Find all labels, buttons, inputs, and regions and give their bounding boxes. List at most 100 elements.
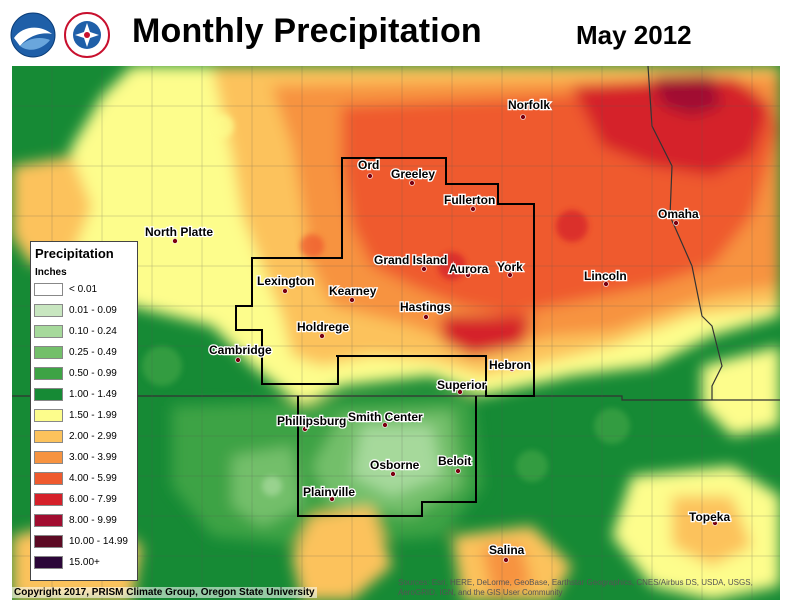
noaa-logo xyxy=(10,12,56,58)
legend-item: 1.00 - 1.49 xyxy=(34,387,136,404)
legend-swatch xyxy=(34,304,63,317)
legend-item: 4.00 - 5.99 xyxy=(34,471,136,488)
legend-swatch xyxy=(34,346,63,359)
legend-label: 1.00 - 1.49 xyxy=(69,389,117,400)
legend-item: 8.00 - 9.99 xyxy=(34,513,136,530)
city-york: York xyxy=(496,259,524,278)
svg-text:Norfolk: Norfolk xyxy=(508,98,550,112)
city-kearney: Kearney xyxy=(328,283,378,303)
legend: Precipitation Inches < 0.01 0.01 - 0.09 0.… xyxy=(30,241,138,581)
legend-item: 10.00 - 14.99 xyxy=(34,534,136,551)
legend-swatch xyxy=(34,514,63,527)
svg-text:Grand Island: Grand Island xyxy=(374,253,447,267)
map-title: Monthly Precipitation xyxy=(132,12,482,50)
legend-item: 3.00 - 3.99 xyxy=(34,450,136,467)
legend-swatch xyxy=(34,430,63,443)
svg-text:Aurora: Aurora xyxy=(449,262,489,276)
legend-swatch xyxy=(34,367,63,380)
city-hastings: Hastings xyxy=(399,299,452,320)
legend-swatch xyxy=(34,556,63,569)
city-ord: Ord xyxy=(357,157,381,179)
sources-attribution: Sources: Esri, HERE, DeLorme, GeoBase, E… xyxy=(398,578,753,597)
legend-item: < 0.01 xyxy=(34,282,136,299)
city-osborne: Osborne xyxy=(369,457,421,477)
svg-text:Lexington: Lexington xyxy=(257,274,314,288)
legend-label: 2.00 - 2.99 xyxy=(69,431,117,442)
legend-label: 15.00+ xyxy=(69,557,100,568)
city-cambridge: Cambridge xyxy=(208,342,273,363)
svg-text:Phillipsburg: Phillipsburg xyxy=(277,414,346,428)
header: Monthly Precipitation May 2012 xyxy=(0,0,792,66)
legend-label: 8.00 - 9.99 xyxy=(69,515,117,526)
legend-swatch xyxy=(34,325,63,338)
legend-swatch xyxy=(34,283,63,296)
svg-text:Topeka: Topeka xyxy=(689,510,730,524)
legend-label: 0.25 - 0.49 xyxy=(69,347,117,358)
city-lexington: Lexington xyxy=(256,273,316,294)
legend-swatch xyxy=(34,493,63,506)
city-north-platte: North Platte xyxy=(144,224,215,244)
city-superior: Superior xyxy=(436,377,488,395)
svg-text:Plainville: Plainville xyxy=(303,485,355,499)
svg-text:Cambridge: Cambridge xyxy=(209,343,272,357)
svg-text:York: York xyxy=(497,260,523,274)
precipitation-map: Norfolk Ord Greeley Fullerton North Plat… xyxy=(12,66,780,600)
national-weather-service-logo xyxy=(64,12,110,58)
city-grand-island: Grand Island xyxy=(373,252,449,272)
svg-text:Omaha: Omaha xyxy=(658,207,699,221)
map-period: May 2012 xyxy=(576,20,692,50)
city-greeley: Greeley xyxy=(390,166,437,186)
legend-label: 6.00 - 7.99 xyxy=(69,494,117,505)
city-topeka: Topeka xyxy=(688,509,732,526)
legend-swatch xyxy=(34,388,63,401)
legend-item: 1.50 - 1.99 xyxy=(34,408,136,425)
legend-item: 0.25 - 0.49 xyxy=(34,345,136,362)
city-aurora: Aurora xyxy=(448,261,490,278)
city-plainville: Plainville xyxy=(302,484,357,502)
legend-label: 1.50 - 1.99 xyxy=(69,410,117,421)
svg-text:Lincoln: Lincoln xyxy=(584,269,627,283)
legend-title: Precipitation xyxy=(35,246,114,261)
legend-label: 0.50 - 0.99 xyxy=(69,368,117,379)
legend-item: 6.00 - 7.99 xyxy=(34,492,136,509)
svg-text:Greeley: Greeley xyxy=(391,167,435,181)
city-beloit: Beloit xyxy=(437,453,473,474)
legend-label: 10.00 - 14.99 xyxy=(69,536,128,547)
svg-text:North Platte: North Platte xyxy=(145,225,213,239)
svg-text:Osborne: Osborne xyxy=(370,458,420,472)
svg-text:Beloit: Beloit xyxy=(438,454,471,468)
city-fullerton: Fullerton xyxy=(443,192,497,212)
legend-label: 4.00 - 5.99 xyxy=(69,473,117,484)
svg-text:Hebron: Hebron xyxy=(489,358,531,372)
legend-item: 0.50 - 0.99 xyxy=(34,366,136,383)
svg-text:Holdrege: Holdrege xyxy=(297,320,349,334)
city-lincoln: Lincoln xyxy=(583,268,628,287)
svg-text:Smith Center: Smith Center xyxy=(348,410,423,424)
legend-label: 0.10 - 0.24 xyxy=(69,326,117,337)
legend-swatch xyxy=(34,409,63,422)
highlighted-region-boundaries xyxy=(235,157,535,517)
city-holdrege: Holdrege xyxy=(296,319,351,339)
svg-text:Kearney: Kearney xyxy=(329,284,377,298)
svg-text:Fullerton: Fullerton xyxy=(444,193,495,207)
legend-units: Inches xyxy=(35,267,67,278)
copyright-text: Copyright 2017, PRISM Climate Group, Ore… xyxy=(12,587,317,598)
legend-label: 0.01 - 0.09 xyxy=(69,305,117,316)
svg-text:Ord: Ord xyxy=(358,158,379,172)
legend-item: 0.10 - 0.24 xyxy=(34,324,136,341)
legend-item: 0.01 - 0.09 xyxy=(34,303,136,320)
svg-text:Hastings: Hastings xyxy=(400,300,451,314)
legend-label: < 0.01 xyxy=(69,284,98,295)
legend-swatch xyxy=(34,451,63,464)
legend-item: 15.00+ xyxy=(34,555,136,572)
legend-swatch xyxy=(34,472,63,485)
city-hebron: Hebron xyxy=(488,357,533,374)
city-norfolk: Norfolk xyxy=(507,97,552,120)
legend-swatch xyxy=(34,535,63,548)
state-boundaries xyxy=(12,66,780,401)
city-omaha: Omaha xyxy=(657,206,700,226)
legend-label: 3.00 - 3.99 xyxy=(69,452,117,463)
svg-text:Superior: Superior xyxy=(437,378,487,392)
city-phillipsburg: Phillipsburg xyxy=(276,413,348,432)
city-smith-center: Smith Center xyxy=(347,409,424,428)
